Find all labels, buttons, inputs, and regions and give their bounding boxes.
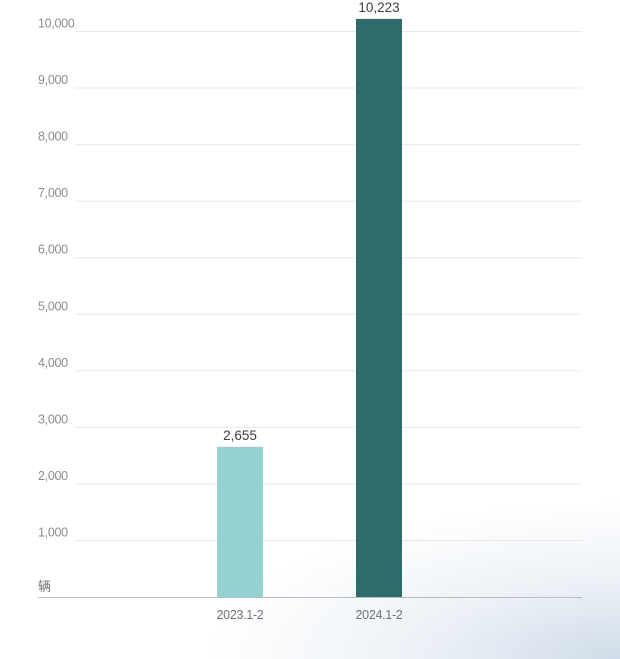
y-tick-label: 9,000 [38, 73, 68, 87]
bar-2023.1-2 [217, 446, 263, 597]
y-axis-tick-labels: 1,000 2,000 3,000 4,000 5,000 6,000 7,000 8,000… [38, 17, 75, 540]
x-tick-label: 2023.1-2 [217, 608, 264, 622]
bars [217, 18, 402, 598]
value-label: 2,655 [223, 428, 257, 443]
x-axis-category-labels: 2023.1-2 2024.1-2 [217, 608, 404, 622]
value-label: 10,223 [358, 0, 399, 15]
y-tick-label: 5,000 [38, 299, 68, 313]
value-labels: 2,655 10,223 [223, 0, 400, 443]
y-tick-label: 10,000 [38, 17, 75, 31]
grid-lines [75, 31, 582, 541]
y-tick-label: 6,000 [38, 243, 68, 257]
bar-2024.1-2 [356, 18, 402, 598]
y-tick-label: 2,000 [38, 469, 68, 483]
y-axis-unit-label: 辆 [38, 579, 51, 594]
y-tick-label: 1,000 [38, 525, 68, 539]
x-tick-label: 2024.1-2 [356, 608, 403, 622]
y-tick-label: 4,000 [38, 356, 68, 370]
y-tick-label: 8,000 [38, 130, 68, 144]
y-tick-label: 7,000 [38, 186, 68, 200]
y-tick-label: 3,000 [38, 412, 68, 426]
